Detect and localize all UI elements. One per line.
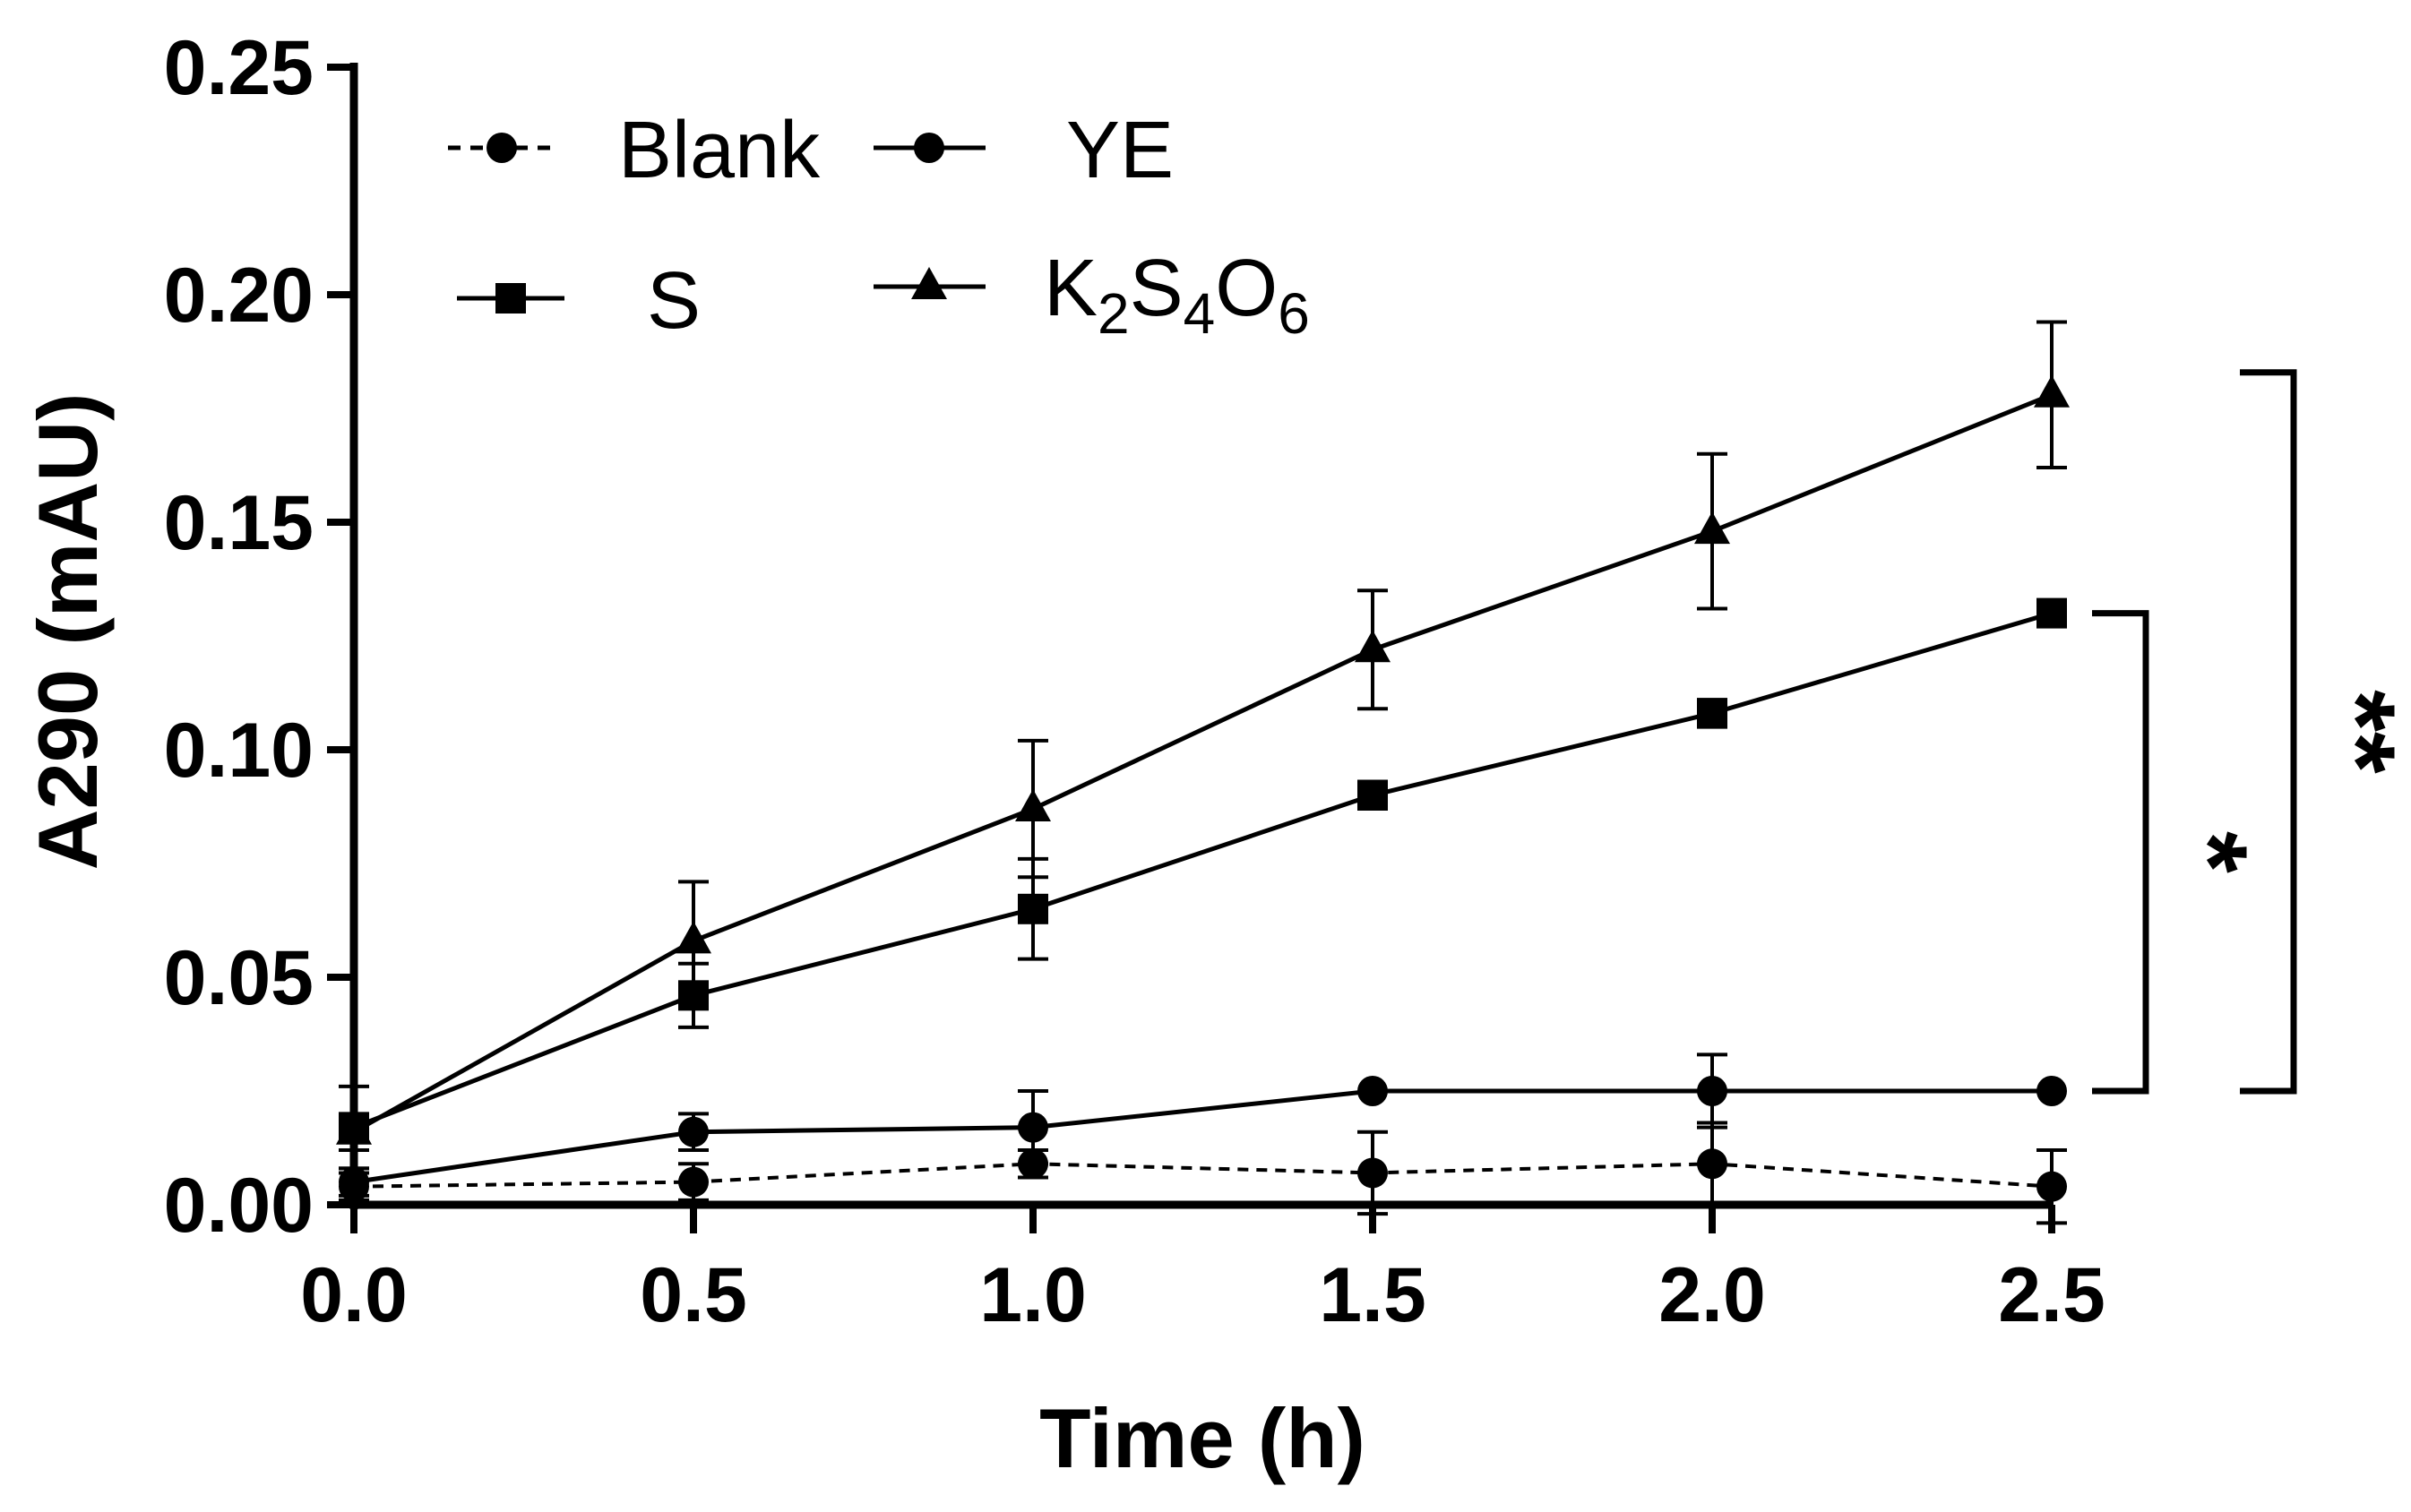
point-blank: [678, 1166, 709, 1198]
point-ye: [339, 1166, 369, 1198]
x-axis-title: Time (h): [1039, 1391, 1365, 1485]
series-k2s4o6: [336, 320, 2070, 1153]
y-axis-title: A290 (mAU): [21, 393, 115, 871]
x-tick-label: 0.0: [300, 1252, 408, 1338]
y-ticks: 0.00 0.05 0.10 0.15 0.20 0.25: [164, 25, 354, 1249]
legend-marker-blank: [487, 133, 517, 163]
point-k2s4o6: [2034, 374, 2070, 408]
legend: Blank YE S K2S4O6: [448, 106, 1310, 346]
legend-marker-ye: [914, 133, 944, 163]
legend-label-s: S: [647, 256, 701, 346]
legend-sub-6: 6: [1278, 281, 1310, 346]
significance-bracket: [2092, 610, 2149, 1095]
legend-item-s: S: [457, 256, 701, 346]
x-tick-label: 0.5: [640, 1252, 747, 1338]
legend-label-blank: Blank: [618, 106, 821, 195]
point-s: [1357, 779, 1388, 811]
point-k2s4o6: [676, 921, 711, 954]
y-tick-label: 0.05: [164, 935, 314, 1021]
series-line-k2s4o6: [352, 392, 2053, 1134]
point-blank: [1357, 1157, 1388, 1189]
y-tick-label: 0.10: [164, 708, 314, 794]
y-tick-label: 0.20: [164, 253, 314, 339]
x-tick-label: 1.5: [1319, 1252, 1426, 1338]
legend-k-text: K: [1044, 244, 1098, 333]
y-tick-label: 0.15: [164, 480, 314, 566]
point-s: [2036, 597, 2067, 629]
axes: [349, 63, 2052, 1209]
x-tick-label: 2.0: [1658, 1252, 1766, 1338]
legend-s-text: S: [1130, 244, 1184, 333]
point-ye: [1018, 1112, 1048, 1143]
legend-label-k2s4o6: K2S4O6: [1044, 244, 1310, 346]
y-tick-label: 0.25: [164, 25, 314, 111]
point-ye: [1697, 1076, 1727, 1106]
x-tick-label: 2.5: [1998, 1252, 2105, 1338]
point-ye: [1357, 1076, 1388, 1106]
series-blank: [339, 1121, 2067, 1225]
point-k2s4o6: [1015, 789, 1051, 822]
point-blank: [1697, 1148, 1727, 1180]
legend-sub-4: 4: [1184, 281, 1216, 346]
series-ye: [339, 1052, 2067, 1198]
point-blank: [2036, 1171, 2067, 1202]
legend-marker-s: [495, 283, 526, 314]
legend-marker-k2s4o6: [911, 267, 947, 299]
legend-sub-2: 2: [1098, 281, 1130, 346]
legend-item-blank: Blank: [448, 106, 821, 195]
significance-layer: ***: [2092, 369, 2411, 1095]
legend-item-ye: YE: [874, 106, 1174, 195]
significance-bracket: [2240, 369, 2297, 1095]
series-s: [339, 597, 2067, 1171]
series-line-ye: [353, 1088, 2052, 1185]
point-k2s4o6: [1355, 630, 1391, 663]
legend-item-k2s4o6: K2S4O6: [874, 244, 1310, 346]
point-ye: [2036, 1076, 2067, 1106]
point-k2s4o6: [1694, 511, 1730, 545]
point-ye: [678, 1116, 709, 1147]
x-tick-label: 1.0: [979, 1252, 1087, 1338]
series-layer: [336, 320, 2070, 1225]
legend-o-text: O: [1215, 244, 1278, 333]
significance-label: **: [2297, 690, 2411, 774]
x-ticks: 0.0 0.5 1.0 1.5 2.0 2.5: [300, 1205, 2105, 1338]
significance-label: *: [2149, 831, 2269, 873]
point-s: [1018, 893, 1048, 924]
y-tick-label: 0.00: [164, 1163, 314, 1249]
point-k2s4o6: [336, 1112, 372, 1145]
legend-label-ye: YE: [1066, 106, 1174, 195]
series-line-blank: [353, 1162, 2053, 1189]
point-s: [1697, 698, 1727, 729]
series-line-s: [353, 611, 2053, 1130]
